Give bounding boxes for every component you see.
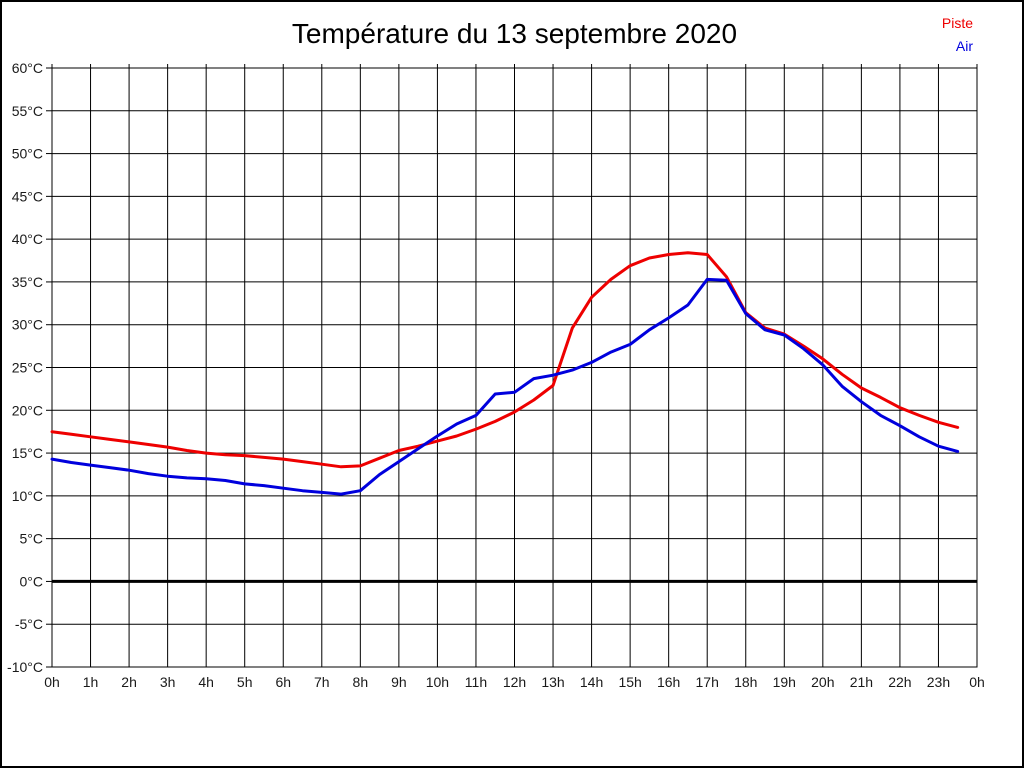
x-tick-label: 13h — [541, 674, 564, 690]
x-tick-label: 3h — [160, 674, 176, 690]
x-tick-label: 10h — [426, 674, 449, 690]
x-tick-label: 7h — [314, 674, 330, 690]
x-tick-label: 15h — [618, 674, 641, 690]
y-tick-label: 5°C — [20, 531, 44, 547]
x-tick-label: 19h — [773, 674, 796, 690]
legend: Piste Air — [942, 12, 973, 58]
x-tick-label: 14h — [580, 674, 603, 690]
y-tick-label: 0°C — [20, 573, 44, 589]
x-tick-label: 8h — [353, 674, 369, 690]
y-tick-label: 30°C — [12, 317, 43, 333]
y-tick-label: 20°C — [12, 402, 43, 418]
x-tick-label: 4h — [198, 674, 214, 690]
series-line-piste — [50, 251, 960, 469]
x-tick-label: 21h — [850, 674, 873, 690]
x-tick-label: 16h — [657, 674, 680, 690]
y-tick-label: 50°C — [12, 146, 43, 162]
y-tick-label: 25°C — [12, 360, 43, 376]
y-tick-label: 60°C — [12, 60, 43, 76]
x-tick-label: 6h — [275, 674, 291, 690]
x-tick-label: 11h — [465, 674, 487, 690]
x-tick-label: 0h — [969, 674, 985, 690]
y-tick-label: 55°C — [12, 103, 43, 119]
x-tick-label: 0h — [44, 674, 60, 690]
y-tick-label: -5°C — [15, 616, 43, 632]
y-tick-label: 45°C — [12, 188, 43, 204]
legend-item-piste: Piste — [941, 15, 973, 31]
x-tick-label: 17h — [696, 674, 719, 690]
y-tick-label: 15°C — [12, 445, 43, 461]
x-tick-label: 20h — [811, 674, 834, 690]
x-tick-label: 18h — [734, 674, 757, 690]
plot-frame — [51, 67, 978, 668]
x-tick-label: 1h — [83, 674, 99, 690]
x-tick-label: 9h — [391, 674, 407, 690]
x-tick-label: 2h — [121, 674, 137, 690]
x-tick-label: 23h — [927, 674, 950, 690]
x-tick-label: 22h — [888, 674, 911, 690]
chart-title: Température du 13 septembre 2020 — [291, 18, 738, 49]
series-line-air — [50, 277, 960, 496]
x-tick-label: 5h — [237, 674, 253, 690]
y-tick-label: 10°C — [12, 488, 43, 504]
x-tick-label: 12h — [503, 674, 526, 690]
y-tick-label: -10°C — [7, 659, 43, 675]
legend-item-air: Air — [955, 38, 973, 54]
y-tick-label: 40°C — [12, 231, 43, 247]
y-tick-label: 35°C — [12, 274, 43, 290]
